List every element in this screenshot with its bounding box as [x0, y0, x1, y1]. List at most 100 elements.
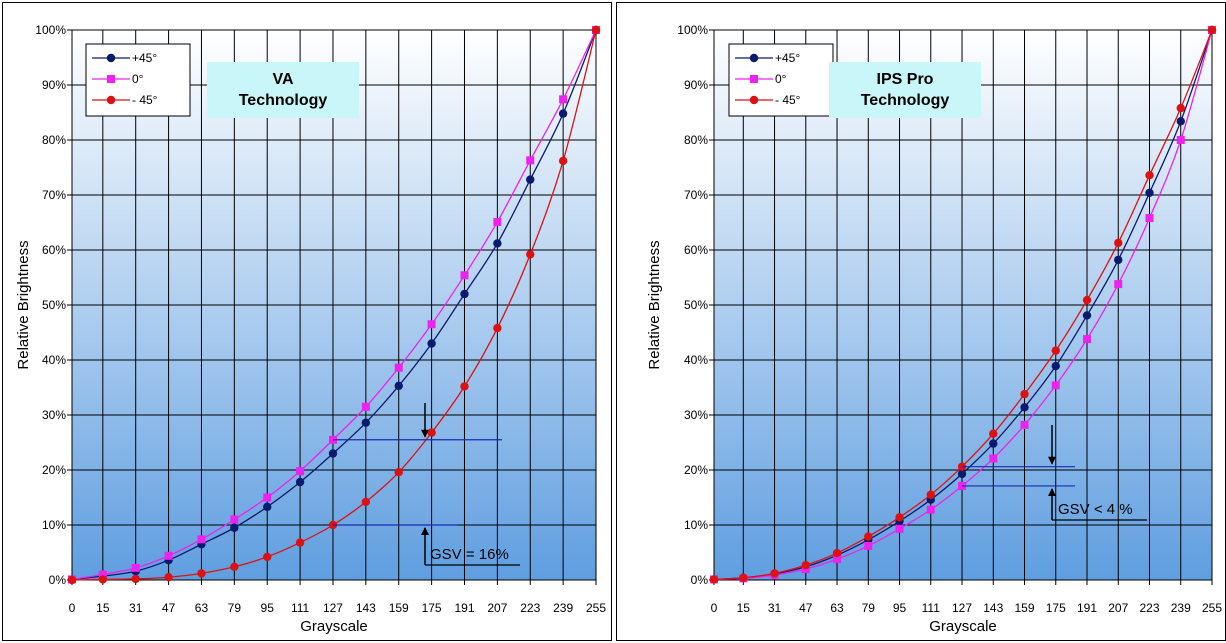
legend-box: [728, 43, 834, 117]
data-point: [1176, 117, 1185, 126]
legend-box: [85, 43, 191, 117]
legend-swatch-marker: [750, 75, 758, 83]
legend-swatch-marker: [106, 95, 116, 105]
series-line: [713, 29, 1213, 581]
legend-swatch-marker: [106, 53, 116, 63]
x-tick-label: 175: [1046, 601, 1066, 615]
data-point: [558, 156, 568, 166]
x-tick-label: 111: [922, 601, 941, 615]
y-tick-label: 100%: [35, 23, 66, 37]
x-tick-label: 0: [711, 601, 718, 615]
chart-title-line: VA: [272, 71, 293, 88]
chart-panel-2: 0% 10% 20% 30% 40% 50% 60% 70% 80% 90% 100% 0 15 31 47…: [616, 2, 1226, 641]
y-tick-label: 90%: [42, 78, 66, 92]
x-tick-label: 63: [830, 601, 844, 615]
data-point: [1051, 346, 1060, 355]
legend: +45° 0° - 45°: [728, 43, 834, 117]
series-line: [713, 29, 1213, 581]
x-tick-label: 111: [291, 601, 310, 615]
x-tick-label: 239: [553, 601, 573, 615]
data-point: [361, 497, 371, 507]
series-line: [713, 29, 1213, 581]
arrow-head-up: [421, 527, 429, 535]
arrow-head-down: [421, 429, 429, 438]
y-tick-label: 80%: [42, 133, 66, 147]
data-point: [895, 513, 904, 522]
data-point: [427, 339, 436, 348]
data-point: [98, 570, 107, 579]
data-point: [864, 541, 873, 550]
legend-entry: +45°: [775, 51, 800, 65]
data-point: [394, 381, 403, 391]
series-line: [71, 29, 597, 581]
y-tick-label: 50%: [684, 298, 708, 312]
data-point: [98, 575, 108, 584]
y-tick-label: 50%: [42, 298, 66, 312]
data-point: [230, 515, 239, 524]
x-tick-label: 159: [1015, 601, 1035, 615]
data-point: [295, 538, 305, 547]
chart-panel-1: 0% 10% 20% 30% 40% 50% 60% 70% 80% 90% 100% 0 15 31 47…: [2, 2, 612, 641]
data-point: [427, 428, 436, 437]
data-point: [832, 548, 842, 558]
data-point: [493, 239, 502, 248]
data-point: [1114, 255, 1123, 265]
x-tick-label: 47: [162, 601, 176, 615]
data-point: [164, 551, 173, 560]
data-point: [1051, 381, 1060, 390]
data-point: [394, 363, 403, 372]
gsv-label: GSV < 4 %: [1058, 501, 1133, 518]
x-tick-label: 175: [422, 601, 442, 615]
data-point: [394, 468, 403, 477]
data-point: [493, 217, 502, 226]
legend-entry: - 45°: [132, 93, 158, 107]
data-point: [559, 95, 568, 104]
chart-title-box: [207, 62, 359, 118]
legend-entry: 0°: [775, 72, 787, 86]
x-tick-label: 191: [454, 601, 474, 615]
data-point: [361, 402, 370, 411]
data-point: [230, 523, 239, 532]
data-point: [460, 382, 469, 391]
chart-title-line: IPS Pro: [877, 71, 934, 88]
data-point: [1207, 25, 1217, 35]
data-point: [1083, 335, 1092, 344]
y-tick-label: 20%: [42, 463, 66, 477]
x-axis-label: Grayscale: [300, 618, 368, 635]
chart-title-line: Technology: [861, 92, 950, 109]
data-point: [493, 323, 502, 333]
y-tick-label: 60%: [684, 243, 708, 257]
y-tick-label: 20%: [684, 463, 708, 477]
legend-swatch-marker: [107, 75, 115, 83]
x-tick-label: 223: [1139, 601, 1159, 615]
data-point: [558, 109, 568, 118]
arrow-head-up: [1048, 487, 1056, 496]
x-tick-label: 143: [983, 601, 1003, 615]
y-tick-label: 10%: [684, 518, 708, 532]
data-point: [864, 532, 873, 541]
y-tick-label: 30%: [42, 408, 66, 422]
data-point: [895, 524, 904, 533]
y-tick-label: 100%: [677, 23, 708, 37]
data-point: [67, 575, 77, 585]
data-point: [770, 569, 779, 578]
data-point: [989, 439, 998, 448]
x-tick-label: 143: [356, 601, 376, 615]
grid-lines: [67, 29, 597, 581]
data-point: [526, 250, 535, 259]
data-point: [801, 560, 810, 570]
x-tick-label: 191: [1077, 601, 1097, 615]
x-tick-label: 255: [586, 601, 606, 615]
chart-title: IPS Pro Technology: [829, 62, 981, 118]
data-point: [164, 573, 173, 582]
data-point: [197, 535, 206, 544]
series-2: [68, 26, 600, 584]
data-point: [1114, 238, 1123, 248]
x-tick-label: 223: [520, 601, 540, 615]
data-point: [833, 555, 842, 564]
x-tick-label: 31: [768, 601, 782, 615]
x-tick-label: 239: [1171, 601, 1191, 615]
legend-entry: 0°: [132, 72, 144, 86]
x-tick-label: 207: [487, 601, 507, 615]
